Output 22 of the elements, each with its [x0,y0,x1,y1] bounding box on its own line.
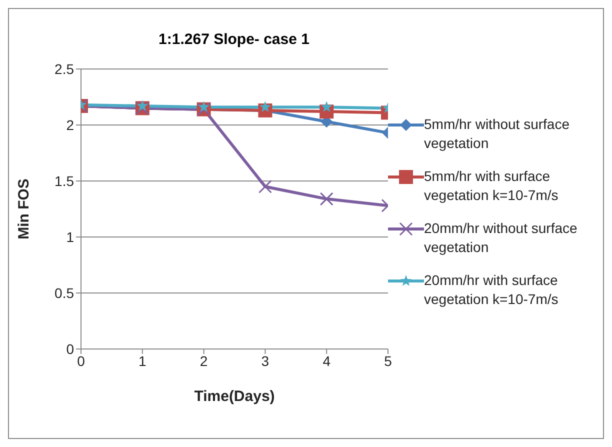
y-tick-label: 2 [66,116,74,133]
y-axis-title: Min FOS [15,178,32,240]
x-tick-label: 3 [261,352,270,369]
x-tick-label: 4 [322,352,331,369]
legend-label: 5mm/hr without surface vegetation [424,115,570,153]
y-tick-label: 2.5 [54,60,74,77]
point [259,101,271,112]
x-tick-label: 0 [77,352,86,369]
y-tick-label: 1.5 [54,172,74,189]
legend-label: 20mm/hr with surface vegetation k=10-7m/s [424,271,560,309]
legend-label: 5mm/hr with surface vegetation k=10-7m/s [424,167,560,205]
x-tick-label: 1 [138,352,146,369]
y-tick-label: 1 [66,228,74,245]
x-axis-title: Time(Days) [194,388,275,405]
x-tick-label: 5 [384,352,392,369]
point [198,101,210,112]
y-tick-label: 0 [66,340,74,357]
chart-title: 1:1.267 Slope- case 1 [158,31,310,48]
legend-label: 20mm/hr without surface vegetation [424,219,578,257]
x-tick-label: 2 [200,352,208,369]
point [258,180,272,194]
y-tick-label: 0.5 [54,284,74,301]
